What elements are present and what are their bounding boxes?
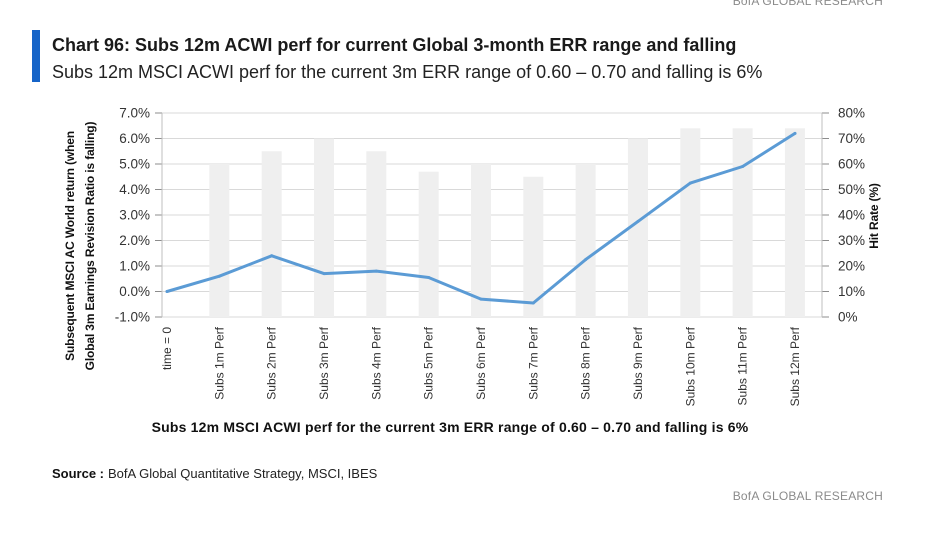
category-label: Subs 7m Perf (526, 326, 540, 399)
hit-rate-bar (209, 164, 230, 317)
left-axis-title-line-2: Global 3m Earnings Revision Ratio is fal… (83, 122, 97, 371)
left-axis-tick-label: 2.0% (119, 233, 150, 248)
right-axis-tick-label: 40% (838, 208, 865, 223)
source-text: BofA Global Quantitative Strategy, MSCI,… (108, 466, 378, 481)
hit-rate-bar (418, 171, 439, 317)
hit-rate-bar (313, 138, 334, 317)
source-note: Source : BofA Global Quantitative Strateg… (52, 466, 377, 482)
hit-rate-bar (523, 176, 544, 317)
return-point (427, 275, 431, 279)
right-axis-tick-label: 70% (838, 131, 865, 146)
hit-rate-bar (680, 128, 701, 317)
left-axis-title-line-1: Subsequent MSCI AC World return (when (63, 131, 77, 361)
return-point (531, 301, 535, 305)
hit-rate-bar (784, 128, 805, 317)
left-axis-tick-label: 1.0% (119, 259, 150, 274)
hit-rate-bar (627, 138, 648, 317)
hit-rate-bar (470, 164, 491, 317)
return-point (374, 269, 378, 273)
category-label: Subs 1m Perf (212, 326, 226, 399)
return-point (479, 297, 483, 301)
axes: -1.0% 0.0% 1.0% 2.0% 3.0% 4.0% 5.0% 6.0% 7.0% 0% 1… (115, 106, 865, 325)
hit-rate-bar (366, 151, 387, 317)
brand-header: BofA GLOBAL RESEARCH (732, 0, 883, 8)
left-axis-tick-label: -1.0% (115, 310, 150, 325)
return-point (322, 272, 326, 276)
category-label: Subs 5m Perf (422, 326, 436, 399)
return-point (793, 131, 797, 135)
return-point (688, 181, 692, 185)
category-label: Subs 10m Perf (683, 326, 697, 406)
right-axis-tick-label: 10% (838, 284, 865, 299)
chart-caption: Subs 12m MSCI ACWI perf for the current … (151, 419, 749, 435)
hit-rate-bar (732, 128, 753, 317)
hit-rate-bar (575, 164, 596, 317)
title-accent-bar (32, 30, 40, 82)
category-label: Subs 2m Perf (265, 326, 279, 399)
left-axis-tick-label: 7.0% (119, 106, 150, 121)
category-label: Subs 3m Perf (317, 326, 331, 399)
category-axis-labels: time = 0 Subs 1m Perf Subs 2m Perf Subs 3m … (160, 326, 802, 406)
category-label: Subs 9m Perf (631, 326, 645, 399)
right-axis-title: Hit Rate (%) (867, 183, 881, 249)
category-label: Subs 8m Perf (579, 326, 593, 399)
category-label: Subs 11m Perf (736, 326, 750, 405)
brand-footer: BofA GLOBAL RESEARCH (732, 489, 883, 503)
return-point (741, 165, 745, 169)
chart-title: Chart 96: Subs 12m ACWI perf for current… (52, 35, 737, 55)
left-axis-tick-label: 4.0% (119, 182, 150, 197)
right-axis-tick-label: 80% (838, 106, 865, 121)
category-label: Subs 4m Perf (369, 326, 383, 399)
return-point (636, 219, 640, 223)
right-axis-tick-label: 60% (838, 157, 865, 172)
hit-rate-bar (261, 151, 282, 317)
return-line-series (165, 131, 797, 305)
category-label: Subs 6m Perf (474, 326, 488, 399)
hit-rate-bars (209, 128, 805, 317)
category-label: time = 0 (160, 327, 174, 370)
return-point (270, 254, 274, 258)
source-label: Source : (52, 466, 105, 481)
category-label: Subs 12m Perf (788, 326, 802, 406)
left-axis-tick-label: 5.0% (119, 157, 150, 172)
return-point (217, 274, 221, 278)
left-axis-tick-label: 6.0% (119, 131, 150, 146)
gridlines (162, 112, 822, 318)
return-point (165, 290, 169, 293)
right-axis-tick-label: 50% (838, 182, 865, 197)
right-axis-tick-label: 30% (838, 233, 865, 248)
left-axis-tick-label: 0.0% (119, 284, 150, 299)
right-axis-tick-label: 0% (838, 310, 858, 325)
chart-subtitle: Subs 12m MSCI ACWI perf for the current … (52, 62, 763, 82)
right-axis-tick-label: 20% (838, 259, 865, 274)
left-axis-tick-label: 3.0% (119, 208, 150, 223)
return-point (584, 258, 588, 262)
